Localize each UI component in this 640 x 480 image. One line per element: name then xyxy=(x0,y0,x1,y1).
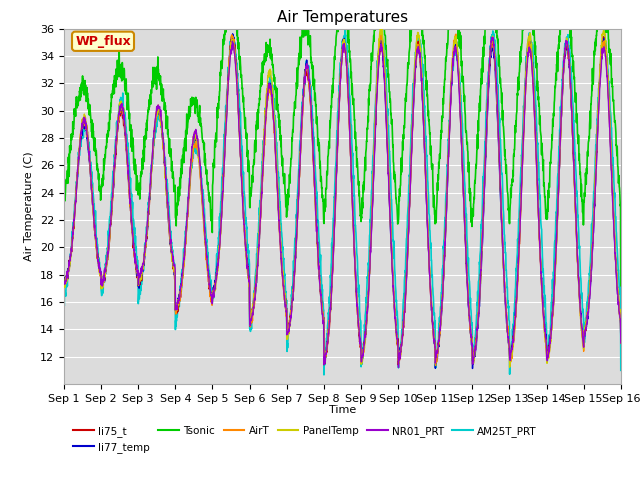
Text: WP_flux: WP_flux xyxy=(75,35,131,48)
X-axis label: Time: Time xyxy=(329,405,356,415)
Legend: li75_t, li77_temp, Tsonic, AirT, PanelTemp, NR01_PRT, AM25T_PRT: li75_t, li77_temp, Tsonic, AirT, PanelTe… xyxy=(69,421,541,457)
Y-axis label: Air Temperature (C): Air Temperature (C) xyxy=(24,152,35,261)
Title: Air Temperatures: Air Temperatures xyxy=(277,10,408,25)
